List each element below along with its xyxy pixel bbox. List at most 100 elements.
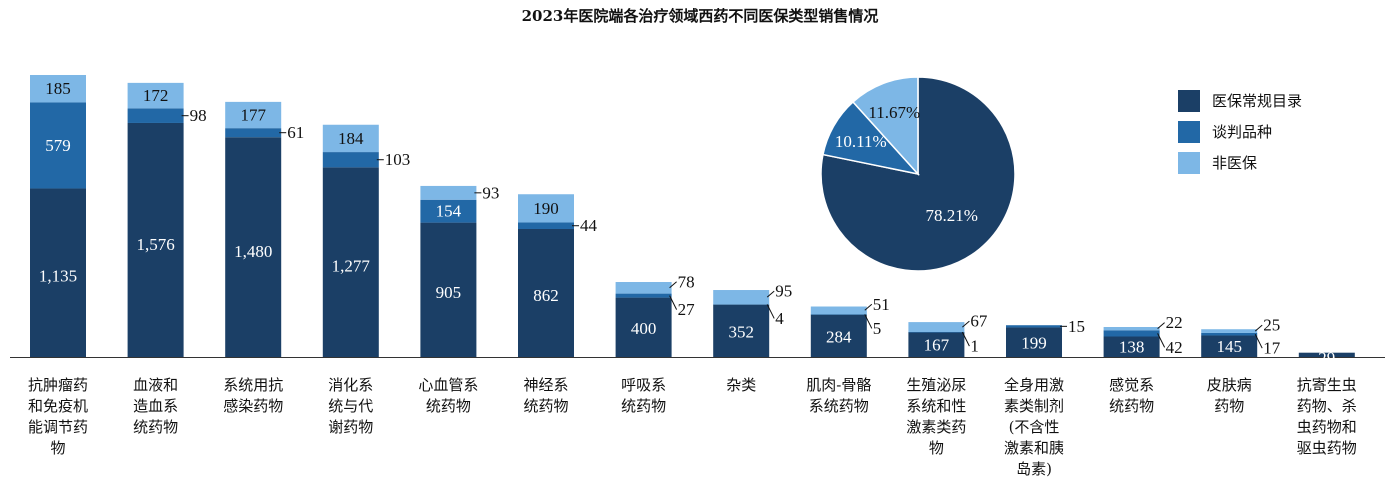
pie-slice <box>851 76 919 176</box>
bar-value-label: 93 <box>482 183 499 202</box>
pie-slice-label: 78.21% <box>926 206 978 225</box>
bar-segment <box>1103 327 1160 331</box>
leader-line <box>962 320 970 328</box>
bar-segment <box>908 332 965 357</box>
leader-line <box>1254 333 1263 349</box>
bar-value-label: 1,277 <box>332 256 371 275</box>
bar-value-label: 1,135 <box>39 267 77 286</box>
category-label: 全身用激素类制剂(不含性激素和胰岛素) <box>1004 376 1064 478</box>
bar-segment <box>420 199 477 223</box>
bar-segment <box>322 152 379 168</box>
bar-value-label: 78 <box>678 272 695 291</box>
bar-value-label: 1 <box>970 337 979 356</box>
pie-slice-label: 11.67% <box>868 103 920 122</box>
bar-segment <box>1298 352 1355 357</box>
bar-segment <box>127 82 184 109</box>
bar-segment <box>30 188 86 357</box>
leader-line <box>864 314 873 329</box>
bar-segment <box>713 304 770 305</box>
bar-segment <box>908 332 965 333</box>
bar-segment <box>810 306 867 315</box>
bar-segment <box>810 314 867 357</box>
bar-segment <box>810 314 867 315</box>
leader-line <box>669 295 678 310</box>
leader-line <box>669 281 677 289</box>
bar-segment <box>322 124 379 153</box>
category-label: 呼吸系统药物 <box>621 376 666 415</box>
bar-segment <box>1201 335 1258 357</box>
bar-segment <box>30 102 86 189</box>
pie-chart: 78.21% 10.11% 11.67% <box>820 76 1016 272</box>
bar-segment <box>1006 327 1062 357</box>
category-label: 系统用抗感染药物 <box>223 376 283 415</box>
bar-value-label: 61 <box>287 123 304 142</box>
leader-line <box>864 303 873 311</box>
bar-value-label: 17 <box>1263 339 1281 358</box>
category-label: 皮肤病药物 <box>1207 376 1252 415</box>
pie-slice-label: 10.11% <box>835 132 887 151</box>
bar-segment <box>1103 330 1160 337</box>
category-label: 感觉系统药物 <box>1109 376 1154 415</box>
bar-value-label: 1,480 <box>234 242 272 261</box>
bar-segment <box>225 137 282 357</box>
bar-value-label: 190 <box>533 199 559 218</box>
bar-segment <box>713 304 770 357</box>
legend-swatch <box>1178 90 1200 112</box>
bar-value-label: 27 <box>678 300 696 319</box>
bar-value-label: 4 <box>775 309 784 328</box>
legend-label: 谈判品种 <box>1212 123 1272 141</box>
bar-value-label: 98 <box>190 106 207 125</box>
bar-value-label: 1,576 <box>136 235 174 254</box>
leader-line <box>1157 333 1166 348</box>
legend-swatch <box>1178 121 1200 143</box>
bar-value-label: 167 <box>924 336 950 355</box>
bar-segment <box>127 122 184 358</box>
bar-value-label: 42 <box>1166 338 1183 357</box>
category-label: 消化系统与代谢药物 <box>328 376 373 436</box>
bar-segment <box>518 222 574 229</box>
bar-value-label: 905 <box>436 283 462 302</box>
bar-segment <box>322 167 379 357</box>
bar-segment <box>518 194 574 223</box>
bar-value-label: 44 <box>580 216 598 235</box>
chart-title: 2023年医院端各治疗领域西药不同医保类型销售情况 <box>522 7 879 25</box>
leader-line <box>1254 324 1263 332</box>
bar-segment <box>225 101 282 129</box>
bar-value-label: 95 <box>775 282 792 301</box>
category-label: 生殖泌尿系统和性激素类药物 <box>906 376 966 457</box>
bar-value-label: 199 <box>1021 333 1047 352</box>
bar-value-label: 29 <box>1318 349 1335 368</box>
legend-label: 医保常规目录 <box>1212 92 1302 110</box>
bar-value-label: 284 <box>826 327 852 346</box>
legend-swatch <box>1178 152 1200 174</box>
category-label: 血液和造血系统药物 <box>133 376 178 436</box>
bar-value-label: 862 <box>533 286 559 305</box>
leader-line <box>961 331 970 347</box>
bars-layer: 1,135 579 185 抗肿瘤药和免疫机能调节药物 1,576 98 172 血液和造血系… <box>10 74 1385 478</box>
bar-segment <box>713 290 770 305</box>
bar-value-label: 145 <box>1216 337 1242 356</box>
category-label: 抗寄生虫药物、杀虫药物和驱虫药物 <box>1297 376 1357 457</box>
bar-value-label: 5 <box>873 319 882 338</box>
bar-segment <box>420 222 477 357</box>
bar-value-label: 177 <box>240 106 266 125</box>
bar-segment <box>1201 332 1258 336</box>
bar-value-label: 400 <box>631 319 657 338</box>
category-label: 抗肿瘤药和免疫机能调节药物 <box>28 376 88 457</box>
bar-value-label: 172 <box>143 86 169 105</box>
legend-label: 非医保 <box>1212 154 1257 172</box>
bar-segment <box>30 74 86 103</box>
leader-line <box>1157 322 1165 330</box>
bar-value-label: 103 <box>385 150 411 169</box>
bar-segment <box>518 228 574 357</box>
bar-segment <box>225 128 282 138</box>
bar-segment <box>420 185 477 200</box>
category-label: 神经系统药物 <box>523 376 568 415</box>
bar-value-label: 22 <box>1166 313 1183 332</box>
bar-segment <box>615 297 672 357</box>
leader-line <box>766 290 775 298</box>
bar-value-label: 67 <box>970 312 988 331</box>
bar-segment <box>615 282 672 294</box>
